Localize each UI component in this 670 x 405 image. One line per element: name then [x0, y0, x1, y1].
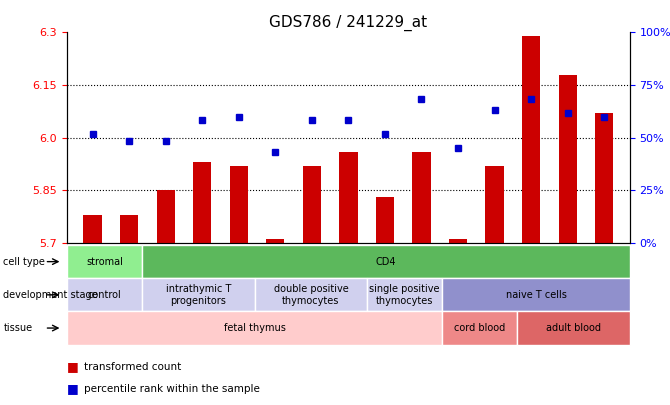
Bar	[84, 215, 102, 243]
Text: single positive
thymocytes: single positive thymocytes	[369, 284, 440, 306]
Text: fetal thymus: fetal thymus	[224, 323, 285, 333]
Text: tissue: tissue	[3, 323, 32, 333]
Bar	[193, 162, 211, 243]
Bar	[157, 190, 175, 243]
Text: adult blood: adult blood	[546, 323, 601, 333]
Bar	[303, 166, 321, 243]
Text: double positive
thymocytes: double positive thymocytes	[273, 284, 348, 306]
Text: percentile rank within the sample: percentile rank within the sample	[84, 384, 260, 394]
Text: development stage: development stage	[3, 290, 98, 300]
Text: ■: ■	[67, 382, 79, 395]
Bar	[559, 75, 577, 243]
Bar	[266, 239, 285, 243]
Bar	[230, 166, 248, 243]
Bar	[412, 152, 431, 243]
Bar	[522, 36, 540, 243]
Bar	[120, 215, 138, 243]
Bar	[449, 239, 467, 243]
Bar	[376, 197, 394, 243]
Text: control: control	[88, 290, 121, 300]
Title: GDS786 / 241229_at: GDS786 / 241229_at	[269, 15, 427, 31]
Text: cell type: cell type	[3, 257, 46, 266]
Text: cord blood: cord blood	[454, 323, 505, 333]
Text: CD4: CD4	[376, 257, 396, 266]
Text: intrathymic T
progenitors: intrathymic T progenitors	[165, 284, 231, 306]
Bar	[595, 113, 613, 243]
Bar	[486, 166, 504, 243]
Bar	[339, 152, 358, 243]
Text: stromal: stromal	[86, 257, 123, 266]
Text: ■: ■	[67, 360, 79, 373]
Text: transformed count: transformed count	[84, 362, 181, 371]
Text: naive T cells: naive T cells	[506, 290, 566, 300]
